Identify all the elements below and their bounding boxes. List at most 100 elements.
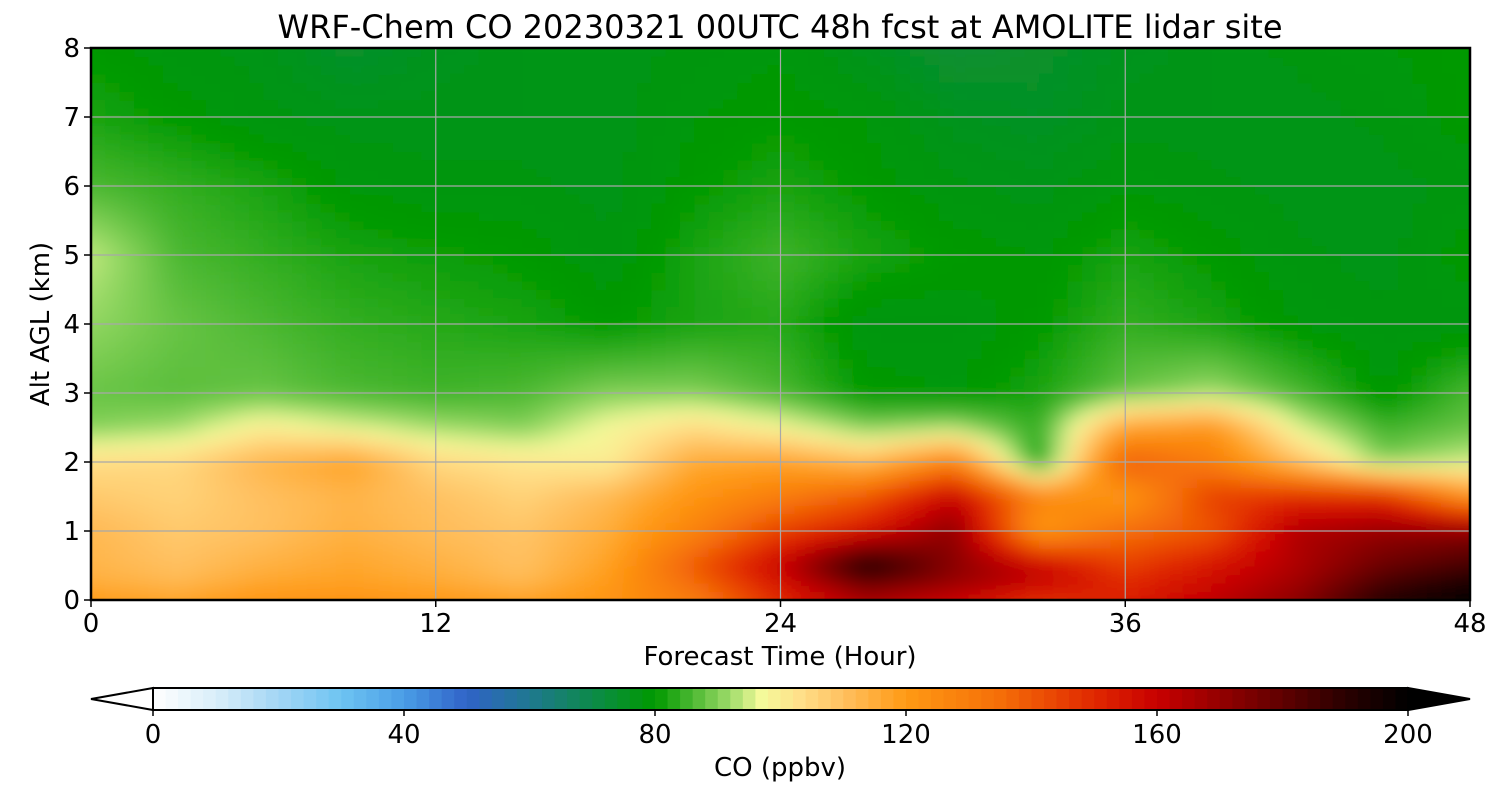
heatmap-cell	[234, 556, 250, 567]
heatmap-cell	[1125, 341, 1141, 351]
heatmap-cell	[507, 393, 523, 403]
heatmap-cell	[866, 444, 882, 454]
heatmap-cell	[1125, 410, 1141, 420]
heatmap-cell	[1470, 307, 1485, 316]
heatmap-cell	[1441, 272, 1457, 282]
heatmap-cell	[679, 479, 695, 489]
heatmap-cell	[1484, 384, 1499, 393]
heatmap-cell	[464, 306, 480, 316]
heatmap-cell	[91, 410, 106, 420]
heatmap-cell	[191, 255, 207, 265]
heatmap-cell	[1441, 479, 1457, 489]
heatmap-cell	[924, 470, 940, 480]
heatmap-cell	[335, 522, 351, 532]
heatmap-cell	[881, 609, 896, 618]
heatmap-cell	[780, 229, 796, 239]
heatmap-cell	[234, 237, 250, 247]
heatmap-cell	[119, 470, 135, 480]
heatmap-cell	[1426, 315, 1442, 325]
heatmap-cell	[1268, 375, 1284, 385]
heatmap-cell	[723, 436, 738, 446]
heatmap-cell	[393, 609, 408, 618]
heatmap-cell	[1125, 565, 1141, 575]
heatmap-cell	[1240, 280, 1256, 291]
heatmap-cell	[608, 237, 624, 247]
heatmap-cell	[220, 341, 236, 351]
heatmap-cell	[292, 522, 308, 532]
heatmap-cell	[565, 203, 580, 213]
heatmap-cell	[1211, 427, 1227, 437]
heatmap-cell	[1484, 548, 1499, 557]
heatmap-cell	[622, 246, 638, 256]
heatmap-cell	[1470, 436, 1485, 445]
heatmap-cell	[780, 453, 796, 463]
heatmap-cell	[665, 462, 681, 472]
heatmap-cell	[277, 496, 293, 506]
heatmap-cell	[636, 194, 652, 204]
heatmap-cell	[622, 255, 638, 265]
heatmap-cell	[450, 444, 466, 454]
heatmap-cell	[895, 194, 911, 204]
heatmap-cell	[507, 574, 523, 584]
heatmap-cell	[1398, 462, 1414, 472]
heatmap-cell	[478, 436, 494, 446]
heatmap-cell	[1254, 289, 1270, 299]
heatmap-cell	[177, 229, 193, 239]
heatmap-cell	[1211, 539, 1227, 549]
heatmap-cell	[995, 574, 1011, 584]
heatmap-cell	[981, 556, 997, 567]
heatmap-cell	[91, 436, 106, 446]
heatmap-cell	[1326, 298, 1342, 308]
heatmap-cell	[794, 332, 810, 342]
heatmap-cell	[105, 229, 121, 239]
heatmap-cell	[924, 358, 940, 368]
heatmap-cell	[1225, 574, 1241, 584]
heatmap-cell	[1455, 496, 1470, 506]
heatmap-cell	[665, 315, 681, 325]
heatmap-cell	[1010, 505, 1026, 515]
heatmap-cell	[881, 582, 897, 592]
heatmap-cell	[1326, 531, 1342, 541]
heatmap-cell	[852, 255, 868, 265]
heatmap-cell	[392, 186, 408, 196]
heatmap-cell	[1067, 436, 1083, 446]
heatmap-cell	[952, 358, 968, 368]
heatmap-cell	[593, 393, 609, 403]
heatmap-cell	[177, 556, 193, 567]
heatmap-cell	[1067, 522, 1083, 532]
heatmap-cell	[866, 203, 882, 213]
heatmap-cell	[306, 229, 322, 239]
heatmap-cell	[995, 496, 1011, 506]
heatmap-cell	[866, 410, 882, 420]
heatmap-cell	[292, 591, 308, 600]
heatmap-cell	[1067, 341, 1083, 351]
heatmap-cell	[493, 186, 509, 196]
heatmap-cell	[809, 462, 825, 472]
heatmap-cell	[1426, 367, 1442, 377]
heatmap-cell	[1268, 556, 1284, 567]
heatmap-cell	[679, 229, 695, 239]
heatmap-cell	[550, 280, 566, 291]
heatmap-cell	[148, 401, 164, 411]
heatmap-cell	[938, 341, 954, 351]
heatmap-cell	[1441, 427, 1457, 437]
heatmap-cell	[205, 280, 221, 291]
heatmap-cell	[1053, 444, 1069, 454]
heatmap-cell	[1125, 513, 1141, 523]
heatmap-cell	[1441, 462, 1457, 472]
heatmap-cell	[507, 556, 523, 567]
heatmap-cell	[1197, 384, 1213, 394]
heatmap-cell	[1254, 384, 1270, 394]
heatmap-cell	[1340, 418, 1356, 429]
heatmap-cell	[234, 332, 250, 342]
heatmap-cell	[1168, 574, 1184, 584]
heatmap-cell	[1283, 609, 1298, 618]
heatmap-cell	[1369, 306, 1385, 316]
heatmap-cell	[249, 324, 264, 334]
heatmap-cell	[1039, 462, 1055, 472]
heatmap-cell	[1053, 496, 1069, 506]
heatmap-cell	[464, 211, 480, 222]
heatmap-cell	[1455, 306, 1470, 316]
heatmap-cell	[952, 246, 968, 256]
heatmap-cell	[91, 418, 92, 429]
